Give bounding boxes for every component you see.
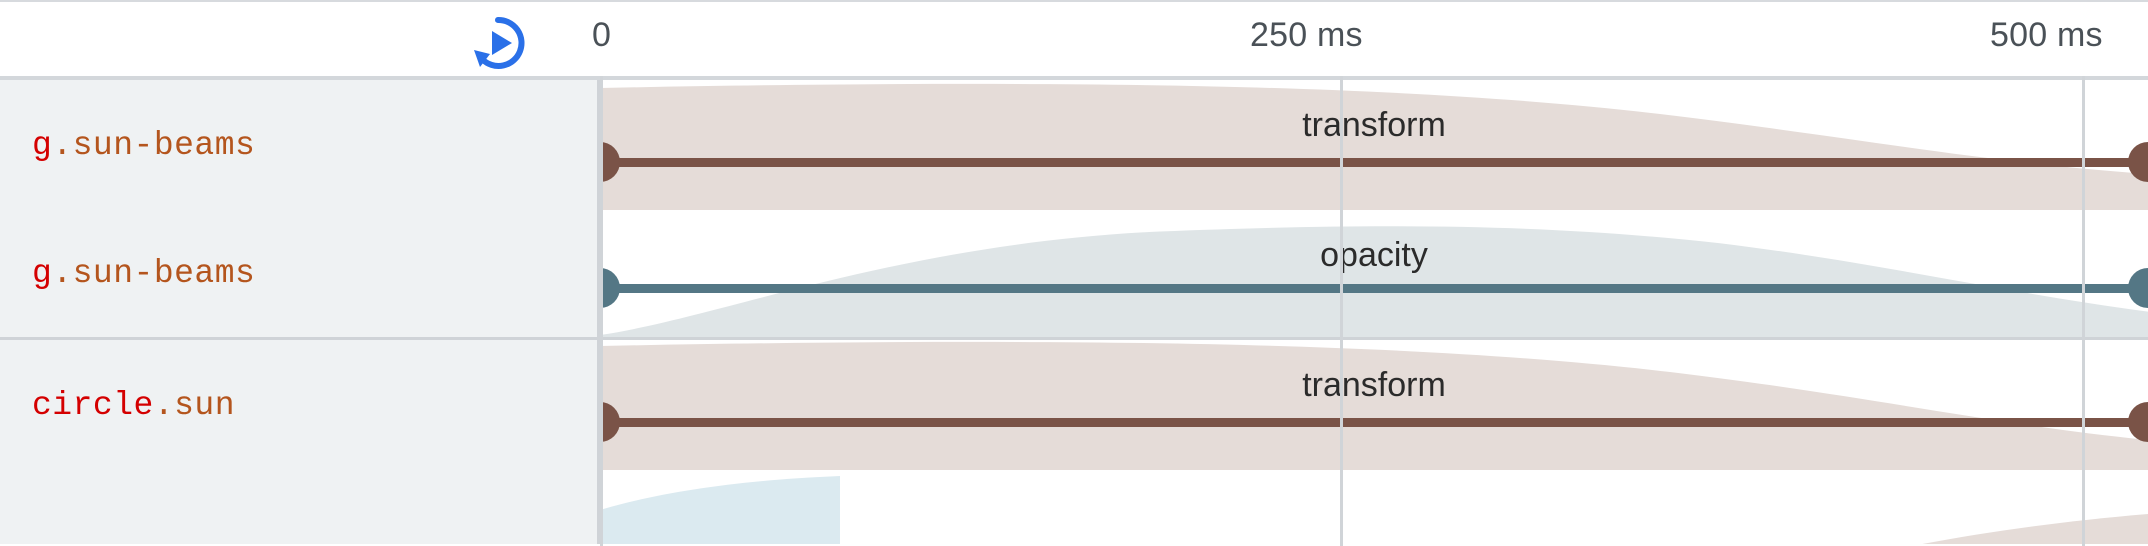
selector-text: circle.sun [32, 387, 235, 424]
selector-tag: g [32, 126, 53, 164]
animation-track[interactable] [0, 470, 2148, 544]
animation-target-name[interactable] [0, 470, 600, 544]
animation-track-body[interactable]: opacity [580, 210, 2148, 337]
animation-end-handle[interactable] [2128, 268, 2148, 308]
animation-duration-bar[interactable] [600, 418, 2148, 427]
time-tick-0: 0 [592, 16, 612, 54]
selector-class: .sun-beams [52, 126, 256, 164]
animation-track[interactable]: circle.sun transform [0, 340, 2148, 470]
time-tick-250: 250 ms [1250, 16, 1363, 54]
selector-class: .sun [153, 386, 236, 424]
animation-summary-graph [600, 470, 2148, 544]
animation-target-name[interactable]: g.sun-beams [0, 80, 600, 210]
animation-track-body[interactable] [600, 470, 2148, 544]
animation-target-name[interactable]: g.sun-beams [0, 210, 600, 337]
animation-end-handle[interactable] [2128, 142, 2148, 182]
animation-summary-graph [600, 340, 2148, 470]
animation-track-list[interactable]: g.sun-beams transform g.sun-beams [0, 80, 2148, 544]
selector-text: g.sun-beams [32, 127, 255, 164]
animation-target-name[interactable]: circle.sun [0, 340, 600, 470]
animation-duration-bar[interactable] [600, 158, 2148, 167]
animation-duration-bar[interactable] [600, 284, 2148, 293]
animation-track[interactable]: g.sun-beams transform [0, 80, 2148, 210]
selector-tag: g [32, 255, 53, 292]
animation-summary-graph [600, 210, 2148, 337]
animation-summary-graph [600, 80, 2148, 210]
timeline-header: 0 250 ms 500 ms [0, 2, 2148, 80]
animation-track-body[interactable]: transform [580, 80, 2148, 210]
time-tick-500: 500 ms [1990, 16, 2103, 54]
selector-class: .sun-beams [52, 255, 256, 292]
animation-track[interactable]: g.sun-beams opacity [0, 210, 2148, 340]
animation-end-handle[interactable] [2128, 402, 2148, 442]
selector-tag: circle [32, 386, 154, 424]
selector-text: g.sun-beams [32, 255, 255, 292]
animation-track-body[interactable]: transform [580, 340, 2148, 470]
replay-play-icon[interactable] [468, 14, 528, 72]
